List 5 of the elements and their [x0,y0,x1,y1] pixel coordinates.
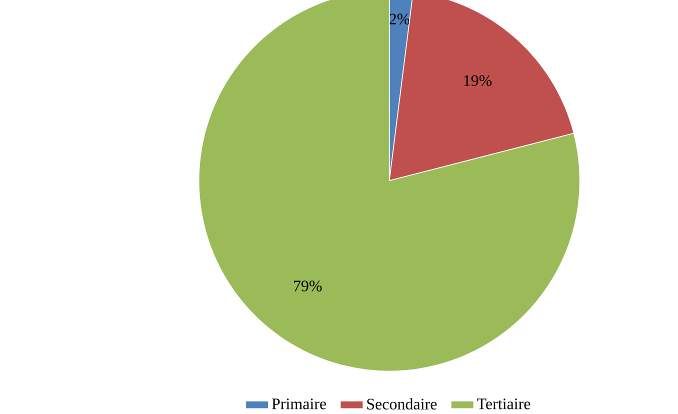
data-label: 79% [294,280,322,292]
legend-label: Tertiaire [477,398,530,410]
legend-label: Secondaire [367,398,437,410]
data-label: 19% [464,75,492,86]
legend-label: Primaire [272,398,326,410]
